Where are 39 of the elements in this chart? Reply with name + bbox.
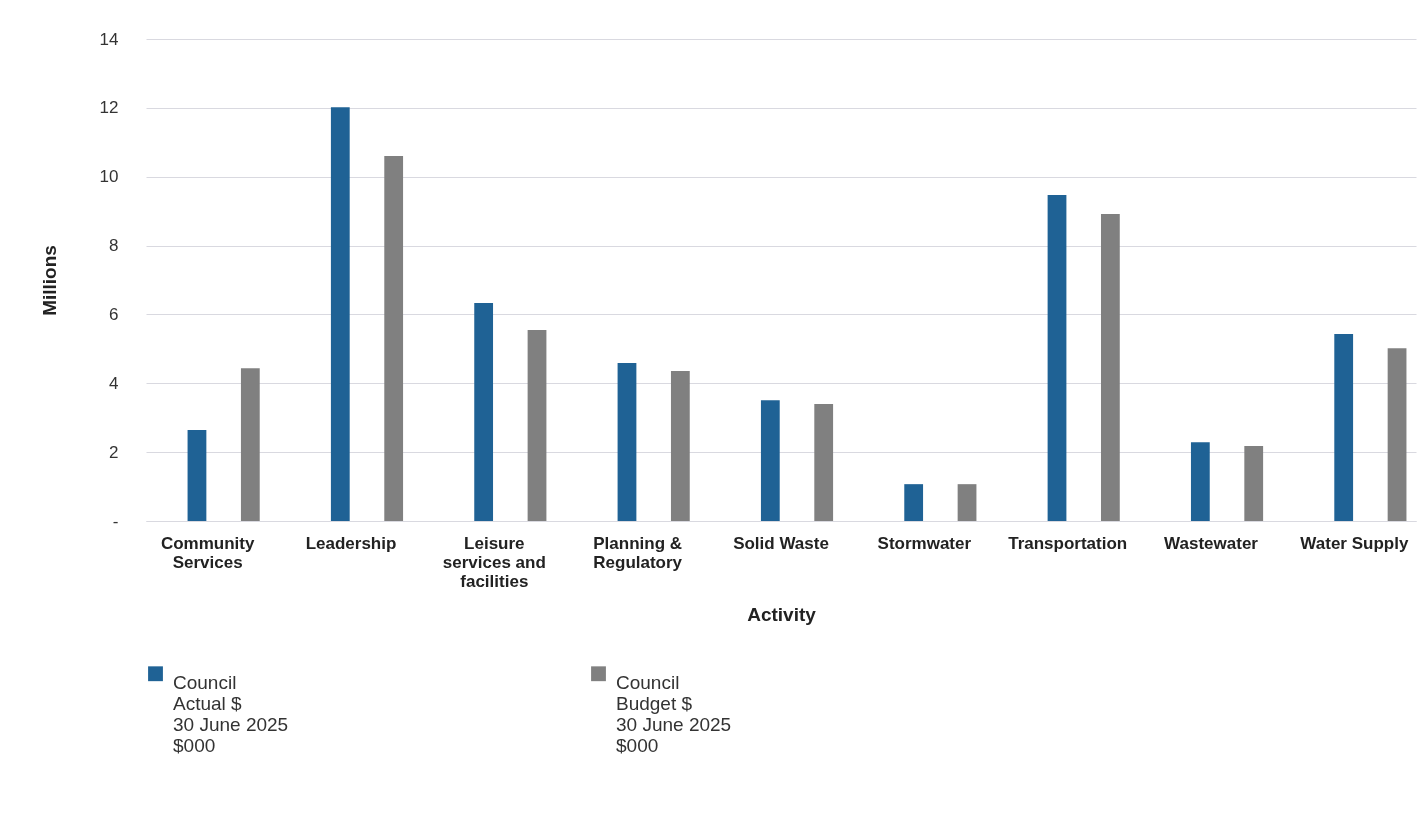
bar	[670, 370, 690, 521]
bar	[1190, 442, 1210, 521]
y-tick-label: 12	[99, 98, 119, 118]
x-tick-label: Wastewater	[1164, 533, 1259, 553]
y-axis-title: Millions	[38, 245, 60, 316]
x-tick-label: Leadership	[305, 533, 397, 553]
x-tick-label: Transportation	[1008, 533, 1128, 553]
y-tick-label: -	[112, 511, 119, 531]
bar	[814, 403, 834, 521]
bar	[187, 430, 207, 521]
x-tick-label: Solid Waste	[733, 533, 829, 553]
y-tick-label: 4	[109, 373, 119, 393]
x-tick-label: Community Services	[160, 533, 255, 572]
bar	[1244, 445, 1264, 521]
bar	[527, 329, 547, 521]
bar	[1047, 194, 1067, 521]
y-tick-label: 6	[109, 304, 119, 324]
bar	[1100, 213, 1120, 521]
x-tick-label: Water Supply	[1300, 533, 1409, 553]
legend-label: Council Budget $ 30 June 2025 $000	[616, 671, 732, 756]
legend-label: Council Actual $ 30 June 2025 $000	[173, 671, 289, 756]
bar	[474, 303, 494, 521]
bar	[760, 400, 780, 521]
bar	[384, 156, 404, 521]
x-tick-label: Stormwater	[877, 533, 972, 553]
bar	[904, 484, 924, 521]
y-tick-label: 2	[109, 442, 119, 462]
bar	[1387, 348, 1407, 521]
bar	[330, 107, 350, 521]
x-tick-label: Leisure services and facilities	[442, 533, 546, 591]
x-tick-label: Planning & Regulatory	[593, 533, 683, 572]
y-tick-label: 14	[99, 29, 119, 49]
y-tick-label: 8	[109, 236, 119, 256]
x-axis-title: Activity	[747, 603, 817, 625]
bar	[617, 362, 637, 521]
y-tick-label: 10	[99, 167, 119, 187]
bar	[240, 368, 260, 521]
bar	[957, 484, 977, 521]
bar	[1334, 334, 1354, 521]
